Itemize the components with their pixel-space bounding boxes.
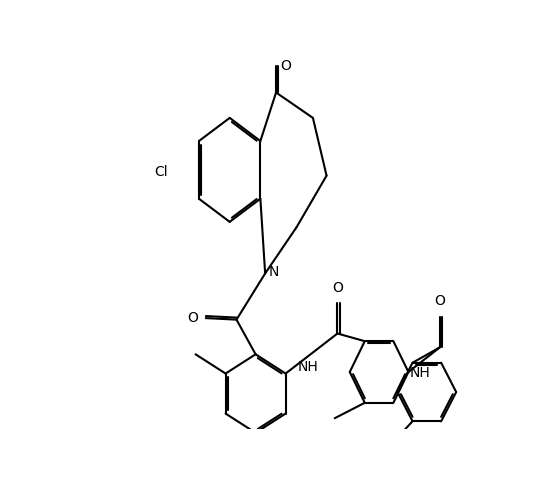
Text: O: O [280,58,290,72]
Text: O: O [332,281,343,295]
Text: O: O [187,311,197,325]
Text: NH: NH [410,366,431,380]
Text: O: O [434,295,445,308]
Text: N: N [269,265,279,279]
Text: NH: NH [298,360,318,374]
Text: Cl: Cl [154,165,168,179]
